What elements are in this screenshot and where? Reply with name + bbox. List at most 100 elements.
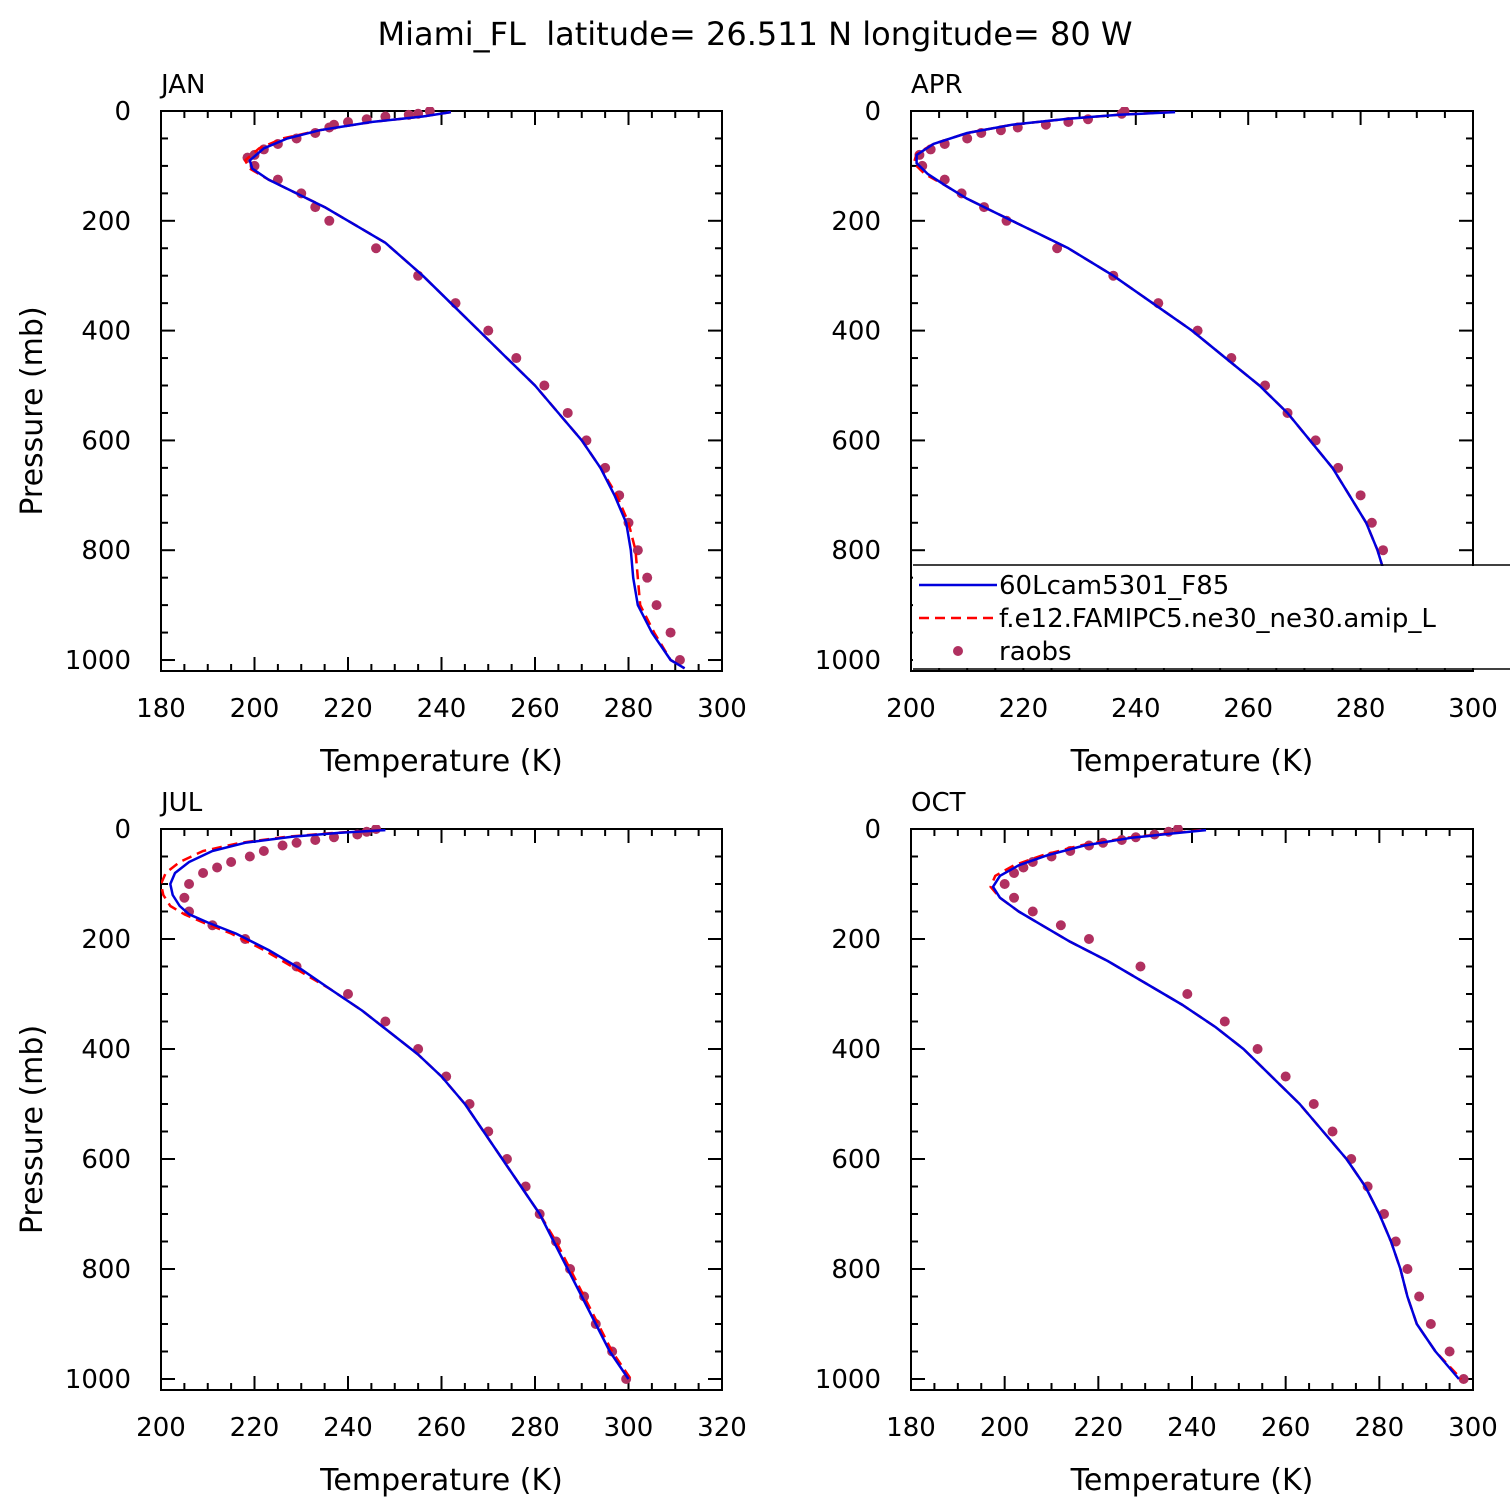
panel-title: JUL bbox=[159, 788, 203, 818]
figure-title: Miami_FL latitude= 26.511 N longitude= 8… bbox=[377, 15, 1132, 53]
y-tick-label: 0 bbox=[864, 815, 881, 845]
x-axis-title: Temperature (K) bbox=[1070, 744, 1314, 779]
x-tick-label: 260 bbox=[510, 694, 560, 724]
obs-point bbox=[632, 545, 643, 556]
x-tick-label: 280 bbox=[1336, 694, 1386, 724]
obs-point bbox=[1182, 989, 1193, 999]
obs-point bbox=[562, 407, 573, 418]
obs-point bbox=[371, 243, 382, 254]
plot-frame bbox=[910, 828, 1474, 1391]
y-tick-label: 400 bbox=[81, 1035, 131, 1065]
x-tick-label: 220 bbox=[323, 694, 373, 724]
y-tick-label: 800 bbox=[831, 1255, 881, 1285]
x-tick-label: 180 bbox=[886, 1413, 936, 1443]
series-line-model2 bbox=[243, 110, 686, 670]
obs-point bbox=[539, 380, 550, 391]
x-tick-label: 300 bbox=[604, 1413, 654, 1443]
x-tick-label: 220 bbox=[999, 694, 1049, 724]
obs-point bbox=[1444, 1346, 1455, 1357]
obs-point bbox=[244, 851, 255, 862]
y-tick-label: 200 bbox=[81, 207, 131, 237]
y-axis-title: Pressure (mb) bbox=[15, 1025, 50, 1234]
obs-point bbox=[511, 353, 522, 364]
y-tick-label: 1000 bbox=[65, 1365, 131, 1395]
x-tick-label: 280 bbox=[1355, 1413, 1405, 1443]
obs-point bbox=[1362, 1181, 1373, 1192]
obs-point bbox=[642, 572, 653, 583]
x-tick-label: 240 bbox=[323, 1413, 373, 1443]
obs-point bbox=[1355, 490, 1366, 501]
legend-label: raobs bbox=[999, 637, 1072, 667]
series-line-model1 bbox=[248, 110, 686, 670]
obs-point bbox=[651, 600, 662, 611]
y-axis-title: Pressure (mb) bbox=[15, 306, 50, 515]
series-line-model1 bbox=[915, 110, 1449, 661]
x-tick-label: 240 bbox=[417, 694, 467, 724]
obs-point bbox=[1414, 1291, 1425, 1302]
obs-point bbox=[1425, 1319, 1436, 1329]
obs-point bbox=[1327, 1126, 1338, 1137]
series-line-model2 bbox=[989, 828, 1463, 1380]
y-tick-label: 1000 bbox=[815, 646, 881, 676]
obs-point bbox=[1055, 920, 1066, 931]
obs-point bbox=[674, 655, 685, 666]
panel-title: OCT bbox=[911, 788, 966, 818]
obs-point bbox=[1390, 1236, 1401, 1247]
x-tick-label: 260 bbox=[1261, 1413, 1311, 1443]
panel-jul: JUL 200 220 240 260 280 300 320 0 200 400 600 800 100… bbox=[15, 788, 747, 1498]
x-tick-label: 300 bbox=[697, 694, 747, 724]
y-tick-label: 800 bbox=[81, 536, 131, 566]
legend-swatch-dot bbox=[953, 646, 963, 656]
obs-point bbox=[1135, 961, 1146, 972]
obs-point bbox=[1219, 1016, 1230, 1027]
obs-point bbox=[1027, 906, 1038, 917]
obs-point bbox=[1052, 243, 1063, 254]
obs-point bbox=[226, 857, 237, 867]
obs-point bbox=[258, 846, 269, 856]
panel-jan: JAN 180 200 220 240 260 280 300 0 200 400 600 800 100… bbox=[15, 70, 747, 779]
obs-point bbox=[1252, 1044, 1263, 1054]
y-tick-label: 1000 bbox=[65, 646, 131, 676]
obs-point bbox=[1378, 545, 1389, 556]
x-axis-title: Temperature (K) bbox=[319, 1463, 563, 1498]
legend-background bbox=[913, 566, 1510, 668]
obs-point bbox=[291, 837, 302, 848]
y-tick-label: 200 bbox=[831, 925, 881, 955]
obs-point bbox=[999, 879, 1010, 889]
panel-title: JAN bbox=[159, 70, 205, 100]
obs-point bbox=[1402, 1264, 1413, 1274]
y-tick-label: 800 bbox=[81, 1255, 131, 1285]
obs-point bbox=[310, 835, 321, 845]
x-tick-label: 240 bbox=[1111, 694, 1161, 724]
y-tick-label: 800 bbox=[831, 536, 881, 566]
obs-point bbox=[277, 840, 288, 851]
panel-apr: APR 200 220 240 260 280 300 0 200 400 600 800 1000 Te… bbox=[815, 70, 1510, 779]
y-tick-label: 600 bbox=[831, 426, 881, 456]
legend: 60Lcam5301_F85f.e12.FAMIPC5.ne30_ne30.am… bbox=[913, 564, 1510, 670]
y-tick-label: 400 bbox=[831, 1035, 881, 1065]
plot-area bbox=[989, 825, 1469, 1384]
x-tick-label: 220 bbox=[1074, 1413, 1124, 1443]
obs-point bbox=[328, 832, 339, 843]
plot-area bbox=[161, 825, 632, 1384]
panels: JAN 180 200 220 240 260 280 300 0 200 400 600 800 100… bbox=[15, 70, 1510, 1498]
x-tick-label: 220 bbox=[230, 1413, 280, 1443]
legend-label: f.e12.FAMIPC5.ne30_ne30.amip_L bbox=[999, 604, 1436, 634]
x-tick-label: 300 bbox=[1448, 694, 1498, 724]
y-tick-label: 600 bbox=[81, 426, 131, 456]
obs-point bbox=[198, 868, 209, 878]
x-tick-label: 260 bbox=[417, 1413, 467, 1443]
plot-area bbox=[912, 107, 1450, 666]
x-tick-label: 200 bbox=[136, 1413, 186, 1443]
x-tick-label: 300 bbox=[1448, 1413, 1498, 1443]
obs-point bbox=[1083, 934, 1094, 944]
obs-point bbox=[665, 627, 676, 638]
obs-point bbox=[184, 879, 195, 889]
y-tick-label: 400 bbox=[81, 317, 131, 347]
obs-point bbox=[483, 325, 494, 336]
x-tick-label: 280 bbox=[604, 694, 654, 724]
y-tick-label: 1000 bbox=[815, 1365, 881, 1395]
y-tick-label: 200 bbox=[81, 925, 131, 955]
plot-frame bbox=[160, 828, 723, 1391]
